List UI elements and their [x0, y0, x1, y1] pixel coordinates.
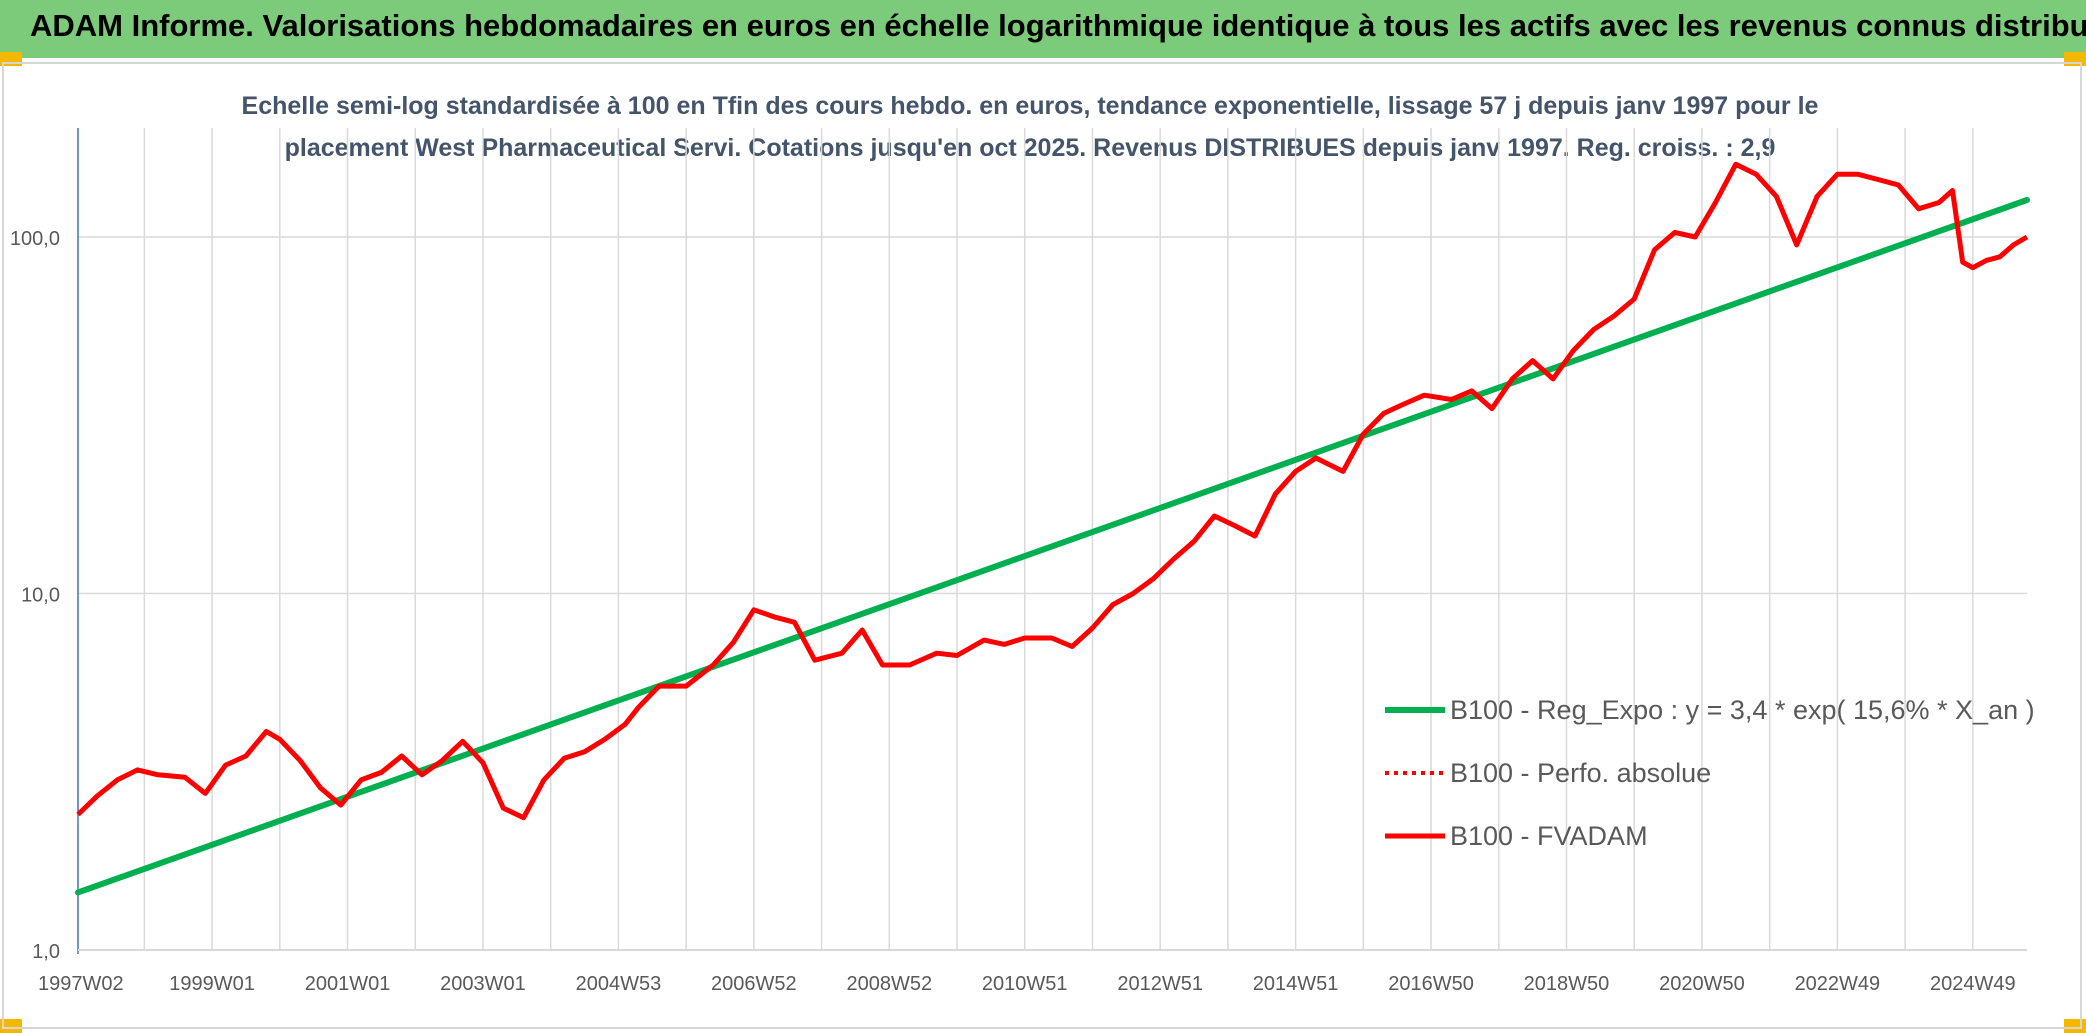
x-tick-label: 2024W49: [1930, 973, 2016, 995]
legend-label: B100 - Perfo. absolue: [1450, 758, 1711, 788]
x-tick-label: 2003W01: [440, 973, 526, 995]
x-tick-label: 2012W51: [1117, 973, 1203, 995]
chart-frame: [2, 62, 2082, 1029]
x-tick-label: 2001W01: [305, 973, 391, 995]
corner-mark-bottom-left: [0, 1019, 22, 1033]
x-tick-label: 2016W50: [1388, 973, 1474, 995]
x-tick-label: 1999W01: [169, 973, 255, 995]
report-banner: ADAM Informe. Valorisations hebdomadaire…: [0, 0, 2086, 58]
x-tick-label: 2018W50: [1524, 973, 1610, 995]
y-tick-label: 10,0: [21, 585, 60, 607]
chart-title-line-1: Echelle semi-log standardisée à 100 en T…: [241, 92, 1819, 120]
x-tick-label: 2008W52: [846, 973, 932, 995]
x-tick-label: 2020W50: [1659, 973, 1745, 995]
x-tick-label: 2006W52: [711, 973, 797, 995]
x-tick-label: 1997W02: [38, 973, 124, 995]
x-tick-label: 2014W51: [1253, 973, 1339, 995]
series-line-regression: [75, 196, 2030, 896]
x-tick-label: 2010W51: [982, 973, 1068, 995]
chart-title-line-2: placement West Pharmaceutical Servi. Cot…: [284, 134, 1776, 162]
x-tick-label: 2004W53: [576, 973, 662, 995]
y-tick-label: 1,0: [32, 941, 60, 963]
report-title: ADAM Informe. Valorisations hebdomadaire…: [30, 8, 2086, 43]
legend-label: B100 - FVADAM: [1450, 821, 1648, 851]
series-line-fvadam: [76, 161, 2029, 821]
x-tick-label: 2022W49: [1795, 973, 1881, 995]
legend-label: B100 - Reg_Expo : y = 3,4 * exp( 15,6% *…: [1450, 695, 2035, 725]
y-tick-label: 100,0: [10, 228, 60, 250]
